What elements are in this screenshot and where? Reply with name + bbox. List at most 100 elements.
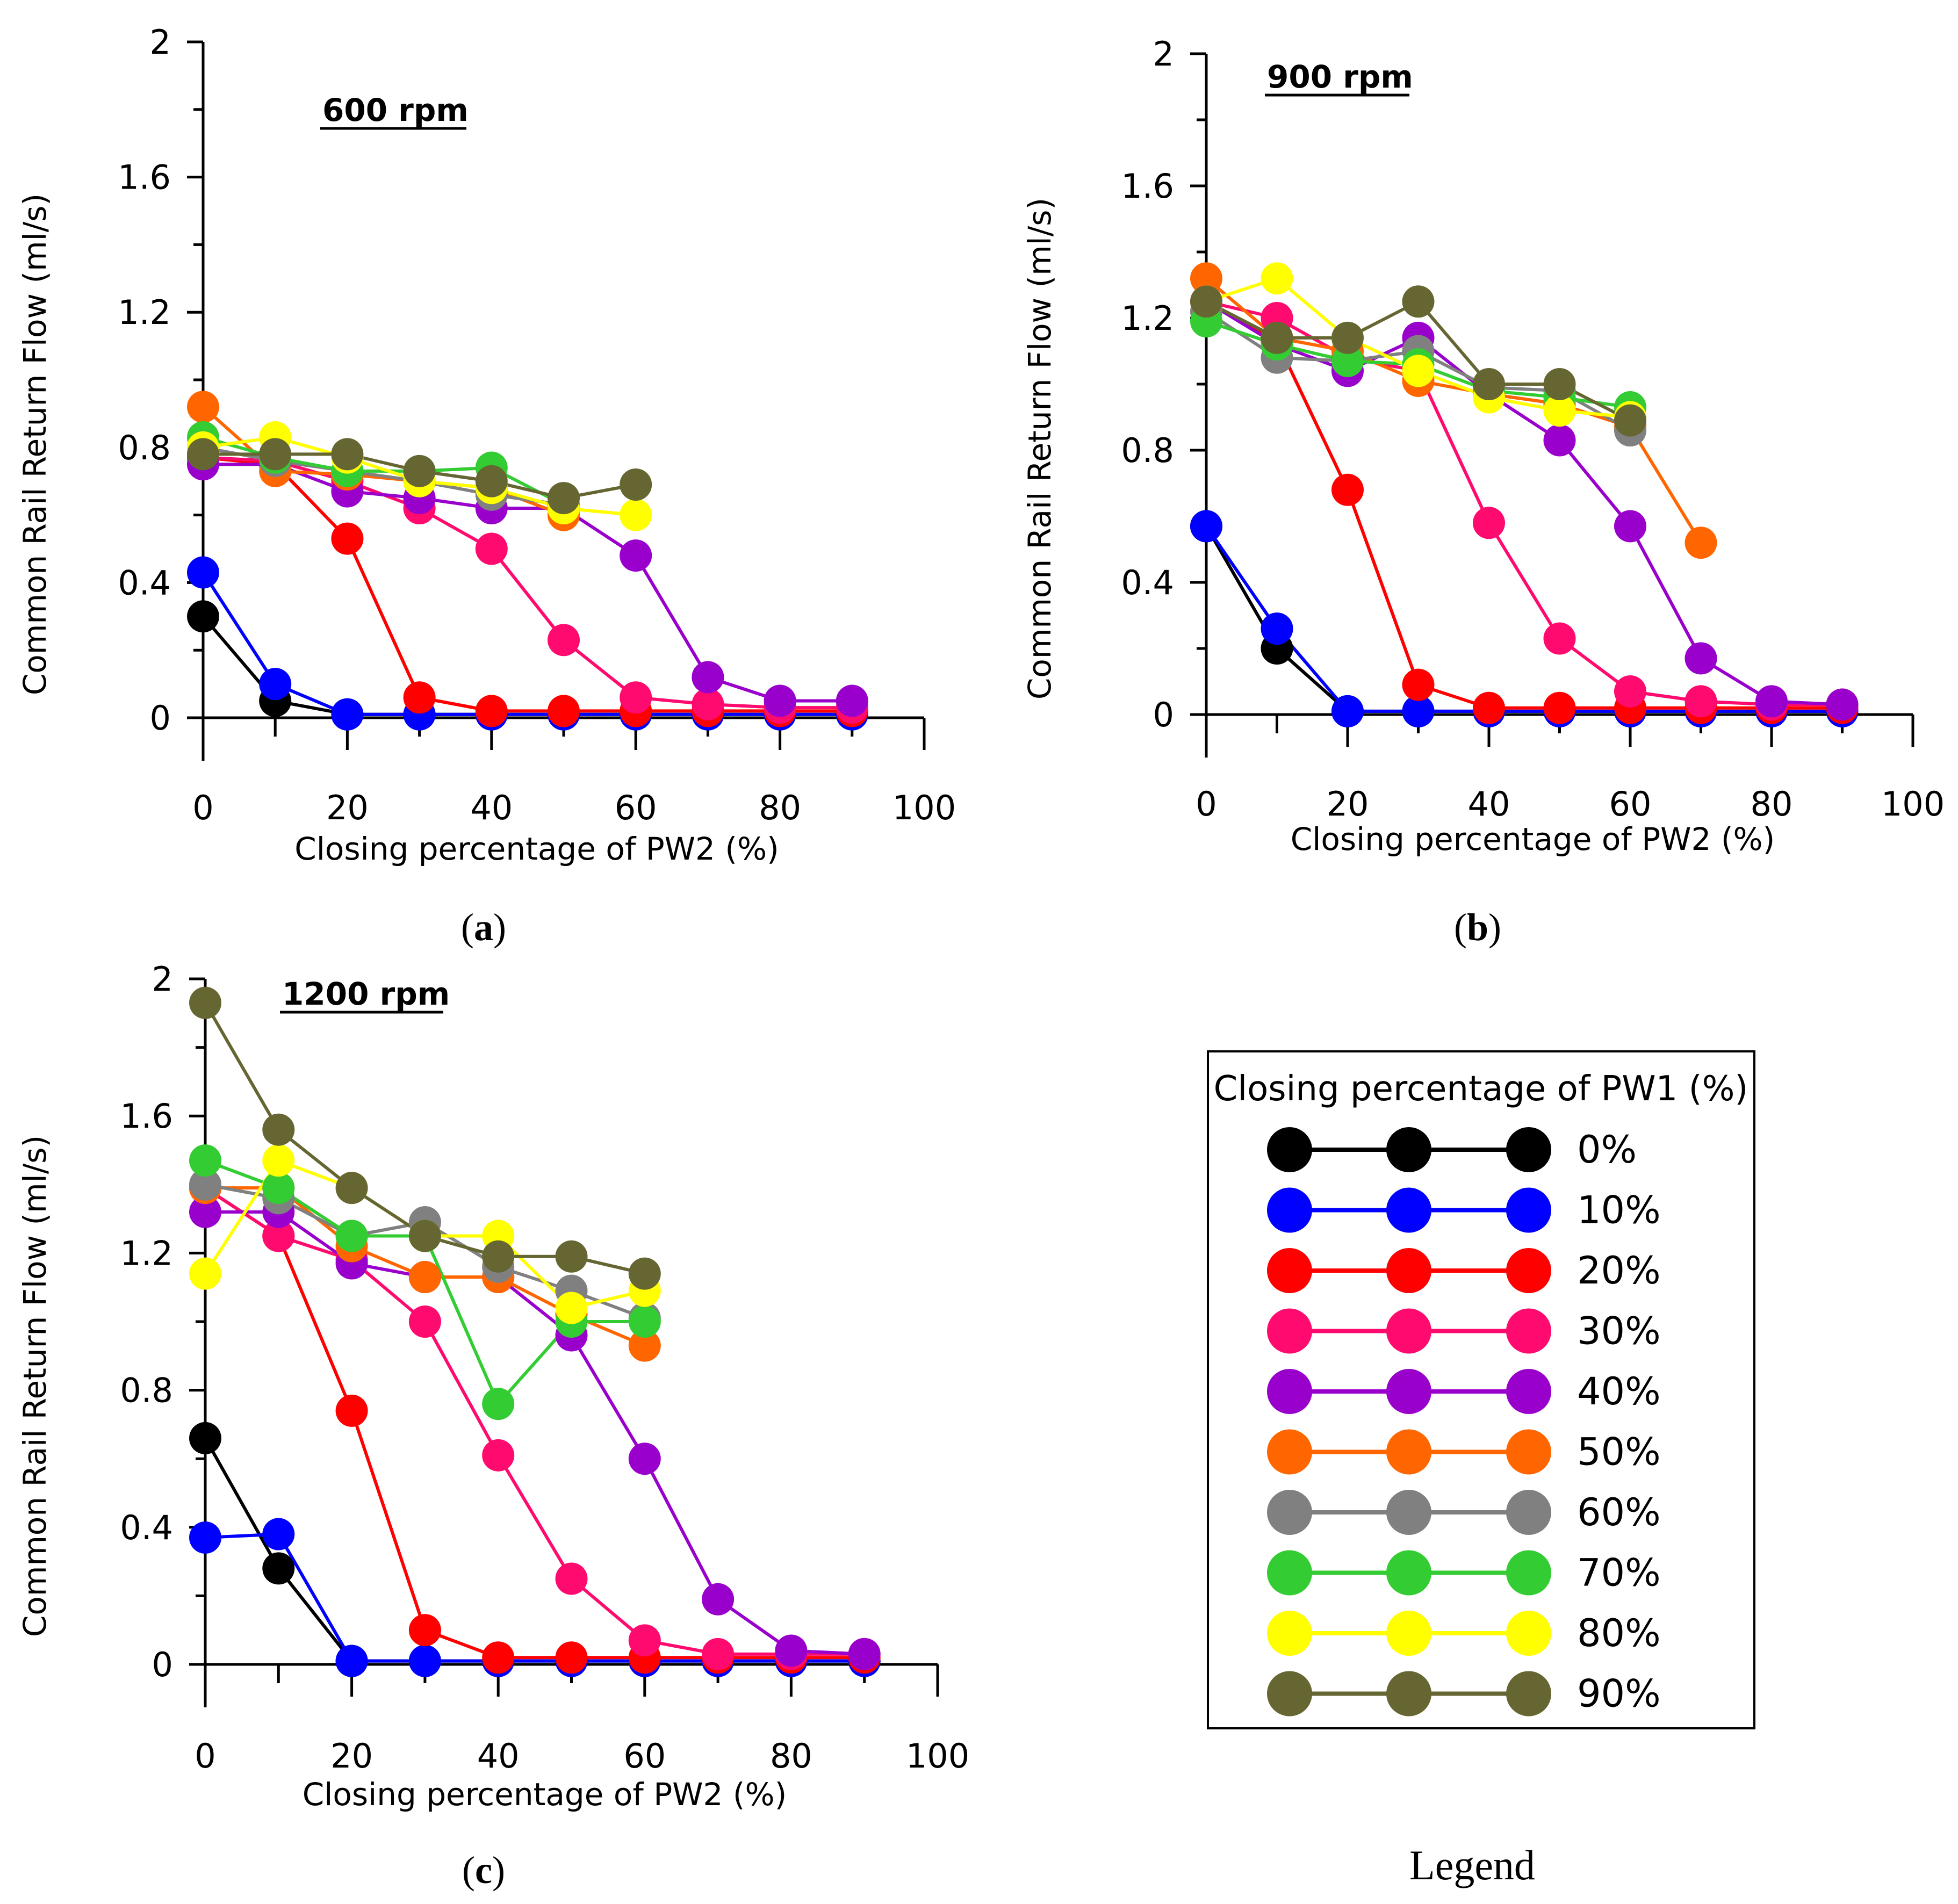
y-tick-label: 0.8 bbox=[120, 1371, 173, 1410]
legend-swatch-marker bbox=[1386, 1671, 1431, 1717]
legend-caption: Legend bbox=[1409, 1842, 1535, 1888]
data-point-90pct bbox=[548, 482, 580, 515]
data-point-70pct bbox=[262, 1172, 295, 1205]
data-point-20pct bbox=[1473, 691, 1505, 724]
data-point-30pct bbox=[1685, 685, 1717, 718]
x-tick-label: 80 bbox=[770, 1736, 812, 1776]
legend-swatch-marker bbox=[1267, 1127, 1312, 1172]
x-tick-label: 20 bbox=[326, 788, 369, 827]
data-point-80pct bbox=[555, 1292, 588, 1324]
x-tick-label: 60 bbox=[623, 1736, 666, 1776]
data-point-90pct bbox=[1261, 321, 1293, 354]
data-point-90pct bbox=[475, 465, 508, 497]
data-point-50pct bbox=[1190, 262, 1222, 295]
data-point-10pct bbox=[1402, 695, 1435, 727]
data-point-90pct bbox=[408, 1220, 441, 1252]
data-point-70pct bbox=[628, 1306, 661, 1338]
data-point-60pct bbox=[189, 1168, 221, 1201]
data-point-50pct bbox=[1685, 527, 1717, 559]
data-point-10pct bbox=[331, 698, 364, 731]
x-axis-label: Closing percentage of PW2 (%) bbox=[303, 1776, 787, 1813]
legend-entry-label: 80% bbox=[1577, 1611, 1661, 1655]
y-tick-label: 2 bbox=[1153, 34, 1174, 74]
data-point-0pct bbox=[262, 1552, 295, 1585]
legend-entry-label: 0% bbox=[1577, 1128, 1637, 1172]
x-tick-label: 40 bbox=[470, 788, 513, 827]
data-point-40pct bbox=[836, 684, 868, 717]
legend-swatch-marker bbox=[1386, 1187, 1431, 1233]
data-point-90pct bbox=[1402, 285, 1435, 318]
data-point-40pct bbox=[620, 539, 652, 572]
x-tick-label: 0 bbox=[192, 788, 213, 827]
data-point-90pct bbox=[189, 986, 221, 1019]
data-point-90pct bbox=[1543, 368, 1576, 400]
data-point-30pct bbox=[620, 681, 652, 714]
data-point-70pct bbox=[1331, 344, 1364, 377]
data-point-40pct bbox=[189, 1195, 221, 1228]
y-tick-label: 0.4 bbox=[118, 563, 171, 602]
legend-swatch-marker bbox=[1267, 1490, 1312, 1535]
data-point-20pct bbox=[403, 681, 436, 714]
data-point-20pct bbox=[482, 1641, 515, 1674]
legend-title: Closing percentage of PW1 (%) bbox=[1214, 1069, 1748, 1109]
rpm-annotation: 600 rpm bbox=[322, 92, 469, 128]
legend-swatch-marker bbox=[1267, 1429, 1312, 1475]
legend-swatch-marker bbox=[1386, 1429, 1431, 1475]
legend-swatch-marker bbox=[1506, 1308, 1551, 1354]
y-tick-label: 1.2 bbox=[120, 1234, 173, 1273]
data-point-30pct bbox=[408, 1306, 441, 1338]
y-axis-label: Common Rail Return Flow (ml/s) bbox=[17, 1135, 53, 1637]
data-point-90pct bbox=[555, 1240, 588, 1273]
legend-swatch-marker bbox=[1386, 1611, 1431, 1656]
data-point-40pct bbox=[1755, 685, 1788, 718]
x-tick-label: 80 bbox=[1751, 784, 1793, 824]
legend-entry-label: 60% bbox=[1577, 1490, 1661, 1534]
x-axis-label: Closing percentage of PW2 (%) bbox=[1291, 821, 1775, 857]
data-point-40pct bbox=[1543, 424, 1576, 457]
x-tick-label: 60 bbox=[1609, 784, 1652, 824]
legend-swatch-marker bbox=[1506, 1550, 1551, 1596]
legend-entry-label: 40% bbox=[1577, 1369, 1661, 1413]
x-tick-label: 20 bbox=[1327, 784, 1369, 824]
data-point-80pct bbox=[1402, 355, 1435, 387]
series-line-10pct bbox=[1205, 525, 1842, 713]
legend-entry-label: 20% bbox=[1577, 1249, 1661, 1293]
legend-swatch-marker bbox=[1267, 1187, 1312, 1233]
y-tick-label: 1.6 bbox=[1121, 167, 1174, 206]
legend-entry-label: 70% bbox=[1577, 1551, 1661, 1595]
data-point-30pct bbox=[262, 1220, 295, 1252]
legend-swatch-marker bbox=[1267, 1671, 1312, 1717]
panel-caption: (a) bbox=[461, 906, 506, 949]
y-tick-label: 0 bbox=[152, 1645, 173, 1684]
y-axis-label: Common Rail Return Flow (ml/s) bbox=[17, 193, 53, 695]
x-tick-label: 60 bbox=[615, 788, 657, 827]
y-tick-label: 2 bbox=[150, 23, 171, 62]
data-point-10pct bbox=[1190, 510, 1222, 543]
legend-swatch-marker bbox=[1506, 1611, 1551, 1656]
series-line-40pct bbox=[1205, 300, 1842, 706]
legend-entry-label: 50% bbox=[1577, 1430, 1661, 1474]
series-line-30pct bbox=[204, 1186, 865, 1656]
y-axis-label: Common Rail Return Flow (ml/s) bbox=[1021, 198, 1058, 699]
data-point-50pct bbox=[187, 391, 219, 423]
legend-swatch-marker bbox=[1386, 1369, 1431, 1414]
data-point-30pct bbox=[548, 624, 580, 657]
data-point-30pct bbox=[482, 1439, 515, 1472]
series-line-20pct bbox=[203, 456, 852, 713]
data-point-90pct bbox=[482, 1240, 515, 1273]
data-point-10pct bbox=[1331, 695, 1364, 727]
y-tick-label: 1.2 bbox=[118, 293, 171, 332]
data-point-10pct bbox=[187, 556, 219, 589]
legend-swatch-marker bbox=[1386, 1490, 1431, 1535]
x-tick-label: 0 bbox=[1196, 784, 1216, 824]
legend-swatch-marker bbox=[1506, 1671, 1551, 1717]
data-point-80pct bbox=[189, 1257, 221, 1290]
data-point-40pct bbox=[1685, 642, 1717, 675]
legend-swatch-marker bbox=[1267, 1369, 1312, 1414]
legend-entry-label: 90% bbox=[1577, 1672, 1661, 1716]
data-point-10pct bbox=[262, 1518, 295, 1550]
data-point-20pct bbox=[548, 695, 580, 727]
data-point-90pct bbox=[331, 438, 364, 471]
data-point-90pct bbox=[335, 1172, 368, 1205]
